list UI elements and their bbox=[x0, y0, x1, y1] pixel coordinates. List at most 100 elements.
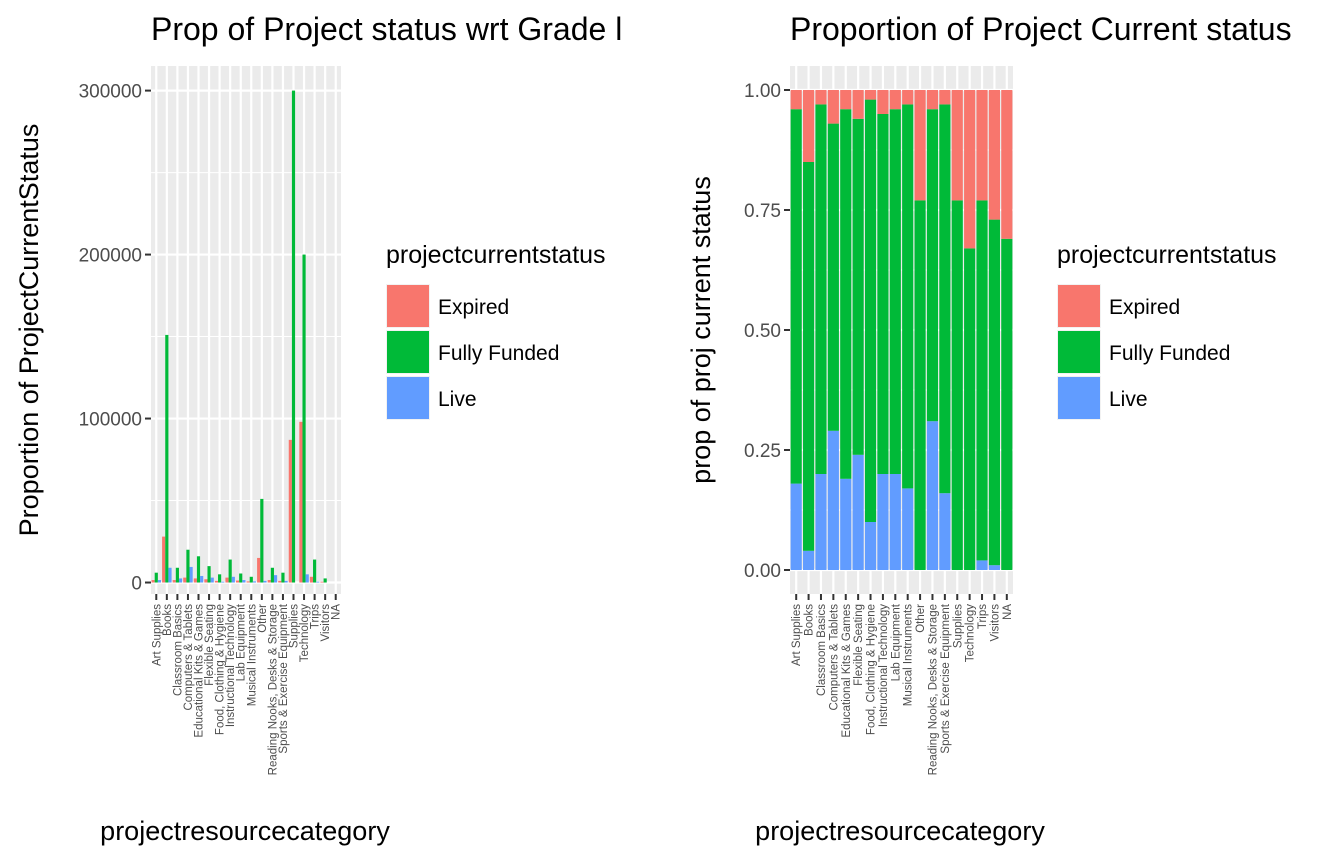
bar-fully-funded bbox=[249, 576, 253, 583]
bar-fully-funded bbox=[889, 109, 901, 474]
chart-2-x-axis-title: projectresourcecategory bbox=[755, 816, 1045, 846]
x-tick-label: Classroom Basics bbox=[172, 604, 184, 696]
bar-expired bbox=[840, 90, 852, 110]
bar-live bbox=[231, 576, 235, 583]
bar-live bbox=[189, 566, 193, 583]
x-tick-label: Lab Equipment bbox=[890, 603, 902, 681]
bar-fully-funded bbox=[902, 104, 914, 489]
chart-2-y-axis-title: prop of proj current status bbox=[686, 176, 716, 484]
bar-fully-funded bbox=[186, 549, 190, 583]
x-tick-label: Other bbox=[915, 604, 927, 633]
bar-expired bbox=[151, 580, 155, 583]
bar-live bbox=[939, 493, 951, 570]
bar-fully-funded bbox=[964, 248, 976, 570]
y-tick-label: 0.25 bbox=[744, 441, 781, 462]
bar-expired bbox=[288, 439, 292, 583]
x-tick-label: Food, Clothing & Hygiene bbox=[866, 604, 878, 735]
x-tick-label: Sports & Exercise Equipment bbox=[940, 603, 952, 753]
bar-live bbox=[316, 581, 320, 583]
chart-2: Proportion of Project Current status 0.0… bbox=[686, 11, 1292, 846]
bar-expired bbox=[162, 536, 166, 583]
x-tick-label: Lab Equipment bbox=[236, 603, 248, 681]
bar-fully-funded bbox=[864, 99, 877, 522]
bar-live bbox=[221, 581, 225, 583]
legend-label-fully-funded: Fully Funded bbox=[1109, 342, 1230, 365]
bar-expired bbox=[864, 90, 877, 100]
bar-fully-funded bbox=[291, 90, 296, 583]
legend-swatch-live bbox=[387, 377, 429, 419]
bar-fully-funded bbox=[1001, 238, 1013, 571]
chart-2-legend: projectcurrentstatus Expired Fully Funded… bbox=[1057, 241, 1277, 420]
bar-live bbox=[926, 421, 939, 570]
bar-fully-funded bbox=[827, 123, 839, 431]
y-tick-label: 200000 bbox=[79, 246, 142, 267]
bar-fully-funded bbox=[165, 334, 169, 583]
chart-2-bars bbox=[790, 90, 1013, 571]
bar-fully-funded bbox=[228, 559, 232, 583]
bar-fully-funded bbox=[323, 578, 327, 583]
y-tick-label: 300000 bbox=[79, 82, 142, 103]
bar-expired bbox=[889, 90, 901, 110]
x-tick-label: Art Supplies bbox=[151, 604, 163, 666]
y-tick-label: 1.00 bbox=[744, 81, 781, 102]
x-tick-label: Flexible Seating bbox=[204, 604, 216, 686]
bar-expired bbox=[246, 581, 250, 583]
bar-expired bbox=[257, 557, 261, 583]
chart-1-x-axis-title: projectresourcecategory bbox=[100, 816, 390, 846]
chart-1-y-axis-title: Proportion of ProjectCurrentStatus bbox=[14, 124, 44, 537]
bar-live bbox=[252, 581, 257, 583]
bar-fully-funded bbox=[270, 567, 274, 583]
bar-live bbox=[178, 578, 183, 583]
bar-fully-funded bbox=[196, 556, 201, 583]
x-tick-label: Sports & Exercise Equipment bbox=[278, 603, 290, 753]
bar-expired bbox=[183, 577, 187, 583]
bar-expired bbox=[299, 421, 303, 583]
x-tick-label: Supplies bbox=[952, 604, 964, 648]
bar-expired bbox=[235, 580, 240, 583]
bar-live bbox=[157, 580, 162, 583]
x-tick-label: Books bbox=[804, 604, 816, 636]
chart-1-legend-title: projectcurrentstatus bbox=[386, 241, 606, 269]
x-tick-label: Technology bbox=[299, 604, 311, 662]
bar-live bbox=[273, 575, 278, 583]
y-tick-label: 0.75 bbox=[744, 201, 781, 222]
x-tick-label: Instructional Technology bbox=[878, 604, 890, 727]
bar-expired bbox=[964, 90, 976, 249]
x-tick-label: Reading Nooks, Desks & Storage bbox=[267, 604, 279, 775]
legend-label-fully-funded: Fully Funded bbox=[438, 342, 559, 365]
chart-1-bars bbox=[151, 90, 327, 583]
bar-fully-funded bbox=[207, 566, 211, 583]
bar-fully-funded bbox=[154, 572, 158, 583]
bar-expired bbox=[803, 90, 815, 162]
x-tick-label: Computers & Tablets bbox=[828, 604, 840, 711]
bar-expired bbox=[320, 581, 324, 583]
x-tick-label: Computers & Tablets bbox=[183, 604, 195, 711]
bar-live bbox=[815, 474, 827, 570]
y-tick-label: 0.00 bbox=[744, 561, 781, 582]
bar-fully-funded bbox=[815, 104, 827, 475]
legend-label-live: Live bbox=[438, 388, 477, 411]
bar-expired bbox=[225, 577, 229, 583]
legend-swatch-live bbox=[1058, 377, 1100, 419]
bar-live bbox=[168, 567, 172, 583]
legend-swatch-fully-funded bbox=[1058, 331, 1100, 373]
bar-fully-funded bbox=[926, 109, 939, 422]
x-tick-label: Technology bbox=[965, 604, 977, 662]
bar-live bbox=[889, 474, 901, 570]
bar-fully-funded bbox=[976, 200, 988, 561]
bar-expired bbox=[902, 90, 914, 105]
bar-fully-funded bbox=[239, 573, 243, 583]
bar-live bbox=[827, 430, 839, 570]
bar-expired bbox=[926, 90, 939, 110]
bar-expired bbox=[214, 580, 219, 583]
bar-expired bbox=[877, 90, 889, 114]
bar-live bbox=[210, 577, 214, 583]
x-tick-label: Visitors bbox=[989, 604, 1001, 642]
x-tick-label: Reading Nooks, Desks & Storage bbox=[927, 604, 939, 775]
bar-fully-funded bbox=[790, 109, 802, 484]
bar-expired bbox=[204, 579, 208, 583]
bar-fully-funded bbox=[281, 572, 285, 583]
bar-live bbox=[803, 550, 815, 570]
bar-live bbox=[840, 478, 852, 570]
